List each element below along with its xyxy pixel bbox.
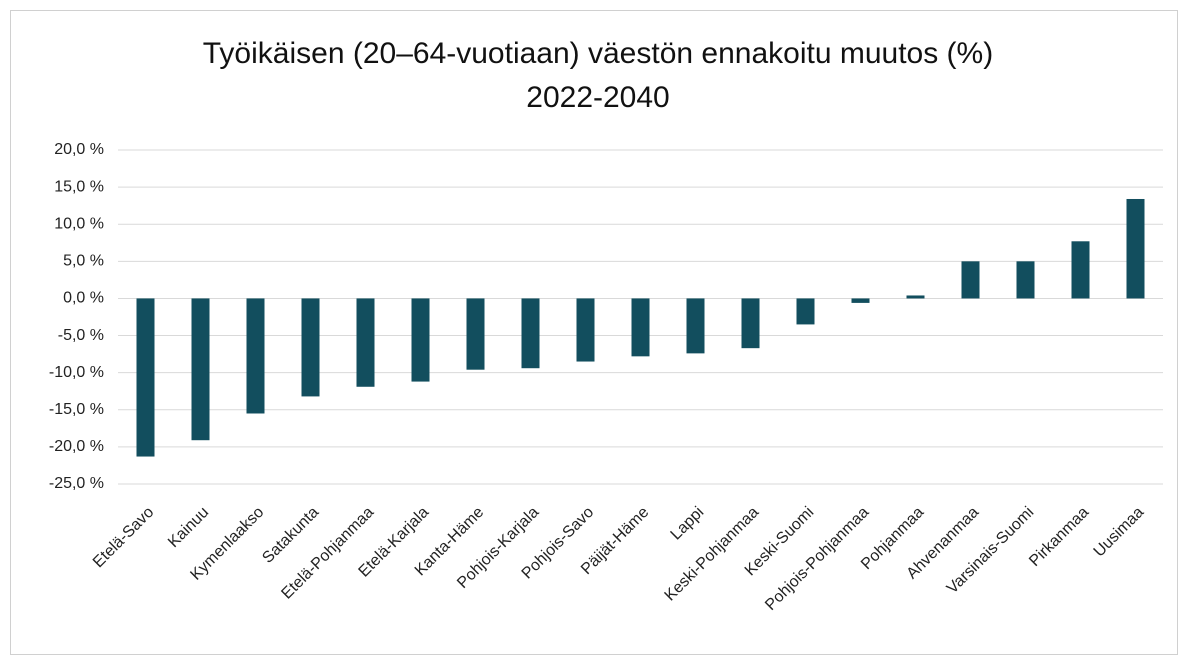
y-tick-label: -10,0 % <box>49 364 104 381</box>
bar <box>741 298 760 349</box>
y-tick-label: 15,0 % <box>54 178 104 195</box>
bar <box>686 298 705 354</box>
bar <box>576 298 595 362</box>
bar <box>136 298 155 457</box>
y-tick-label: 20,0 % <box>54 141 104 158</box>
bar <box>466 298 485 370</box>
y-tick-label: -5,0 % <box>58 327 104 344</box>
y-tick-label: -15,0 % <box>49 401 104 418</box>
y-tick-label: 10,0 % <box>54 215 104 232</box>
bar <box>191 298 210 441</box>
bar <box>246 298 265 414</box>
bar <box>961 261 980 299</box>
y-tick-label: 0,0 % <box>63 290 104 307</box>
chart-title: 2022-2040 <box>526 81 669 114</box>
bar <box>1126 198 1145 299</box>
bar <box>1016 261 1035 299</box>
bar <box>906 295 925 299</box>
bar <box>796 298 815 325</box>
y-tick-label: -20,0 % <box>49 438 104 455</box>
bar <box>631 298 650 357</box>
bar <box>1071 241 1090 299</box>
bar <box>521 298 540 369</box>
y-tick-label: -25,0 % <box>49 475 104 492</box>
bar <box>301 298 320 397</box>
bar <box>851 298 870 303</box>
y-tick-label: 5,0 % <box>63 253 104 270</box>
chart-title: Työikäisen (20–64-vuotiaan) väestön enna… <box>203 37 993 70</box>
bar <box>411 298 430 382</box>
bar <box>356 298 375 387</box>
